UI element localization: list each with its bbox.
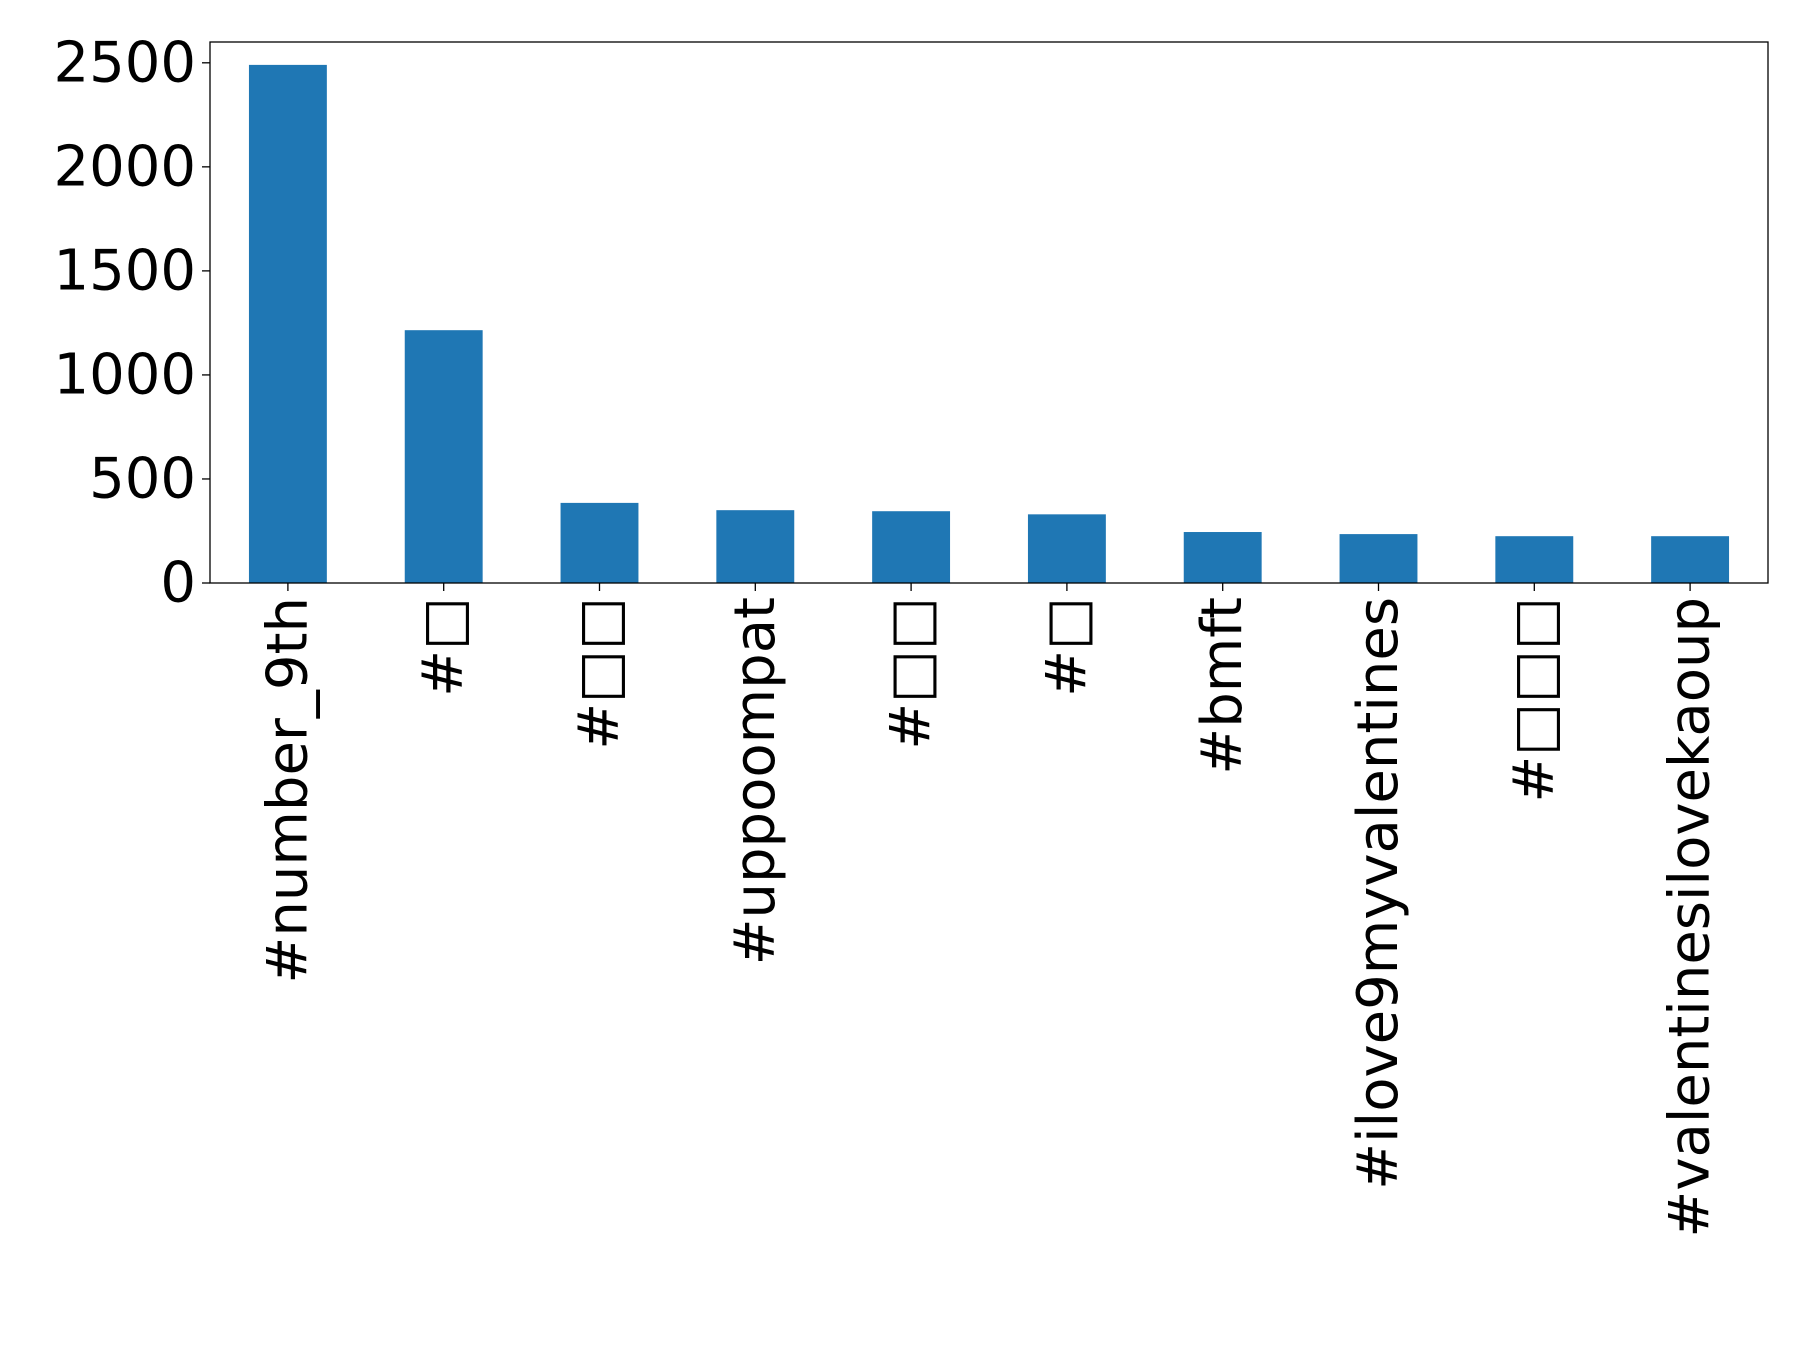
bar [404,330,483,583]
x-tick-label: #□ [411,597,476,697]
bar [872,511,951,583]
y-tick-label: 1000 [53,342,196,407]
x-tick-label: #□□ [567,597,632,750]
bars-group [248,64,1730,584]
bar [1495,536,1574,583]
x-tick-label: #ilove9myvalentines [1346,597,1411,1190]
x-axis-ticks: #number_9th #□ #□□ #uppoompat #□□ #□ #bmft #ilo… [255,583,1723,1238]
y-tick-label: 2000 [53,134,196,199]
bar [1027,514,1106,583]
y-tick-label: 2500 [53,30,196,95]
x-tick-label: #□□ [879,597,944,750]
x-tick-label: #number_9th [255,597,320,984]
x-tick-label: #bmft [1190,597,1255,775]
y-tick-label: 0 [160,551,196,616]
bar [1339,534,1418,583]
x-tick-label: #□□□ [1502,597,1567,803]
bar [560,502,639,583]
y-axis-ticks: 0 500 1000 1500 2000 2500 [53,30,210,616]
x-tick-label: #□ [1034,597,1099,697]
x-tick-label: #valentinesilovekaoup [1658,597,1723,1238]
plot-frame [209,41,1769,584]
y-tick-label: 500 [89,446,196,511]
y-tick-label: 1500 [53,238,196,303]
bar [1183,532,1262,583]
x-tick-label: #uppoompat [723,597,788,965]
bar [248,64,327,584]
bar [1651,536,1730,583]
bar [716,510,795,583]
